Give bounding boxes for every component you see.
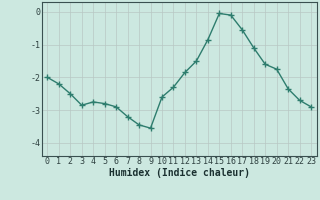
X-axis label: Humidex (Indice chaleur): Humidex (Indice chaleur) xyxy=(109,168,250,178)
